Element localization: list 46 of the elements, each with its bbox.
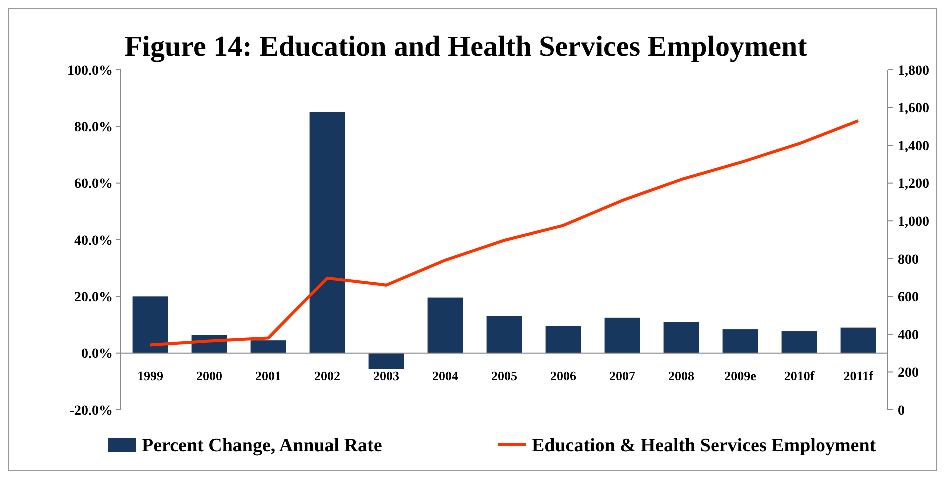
bar (840, 328, 876, 354)
bar (486, 316, 522, 354)
bar (722, 330, 758, 354)
y2-tick-label: 0 (898, 404, 905, 419)
x-tick-label: 2003 (374, 368, 400, 384)
legend-label: Percent Change, Annual Rate (142, 436, 382, 457)
bar (368, 353, 404, 370)
x-tick-label: 1999 (138, 368, 164, 384)
x-tick-label: 2010f (784, 368, 816, 384)
x-tick-label: 2002 (314, 368, 340, 384)
y-tick-label: 40.0% (74, 234, 113, 249)
bar (428, 298, 464, 354)
y2-tick-label: 1,800 (898, 64, 930, 79)
x-tick-label: 2011f (844, 368, 874, 384)
x-tick-label: 2004 (432, 368, 459, 384)
bar (604, 318, 640, 354)
y2-tick-label: 1,400 (898, 139, 930, 154)
chart-title: Figure 14: Education and Health Services Employment (124, 31, 808, 63)
y2-tick-label: 200 (898, 366, 919, 382)
y2-tick-label: 1,200 (898, 177, 930, 192)
y2-tick-label: 400 (898, 328, 919, 344)
line-series (149, 120, 860, 347)
bar (310, 112, 346, 354)
y-tick-label: 80.0% (74, 120, 113, 136)
bar (250, 340, 286, 354)
x-tick-label: 2008 (668, 368, 695, 384)
bar (546, 326, 582, 354)
x-tick-label: 2000 (196, 368, 222, 384)
y2-tick-label: 800 (898, 252, 919, 268)
bar (132, 296, 168, 354)
y-tick-label: 0.0% (82, 347, 113, 362)
x-tick-label: 2001 (256, 368, 282, 384)
y2-tick-label: 1,000 (898, 215, 930, 230)
y-tick-label: 60.0% (74, 177, 113, 192)
y2-tick-label: 1,600 (898, 102, 930, 117)
x-tick-label: 2007 (610, 368, 636, 384)
y-tick-label: 20.0% (74, 290, 113, 306)
legend-label: Education & Health Services Employment (532, 436, 877, 457)
y2-tick-label: 600 (898, 290, 919, 306)
bar (664, 322, 700, 354)
x-tick-label: 2006 (550, 368, 577, 384)
x-tick-label: 2009e (724, 368, 757, 384)
y-tick-label: 100.0% (68, 64, 113, 79)
bar (782, 332, 818, 354)
x-tick-label: 2005 (492, 368, 518, 384)
y-tick-label: -20.0% (70, 404, 113, 419)
